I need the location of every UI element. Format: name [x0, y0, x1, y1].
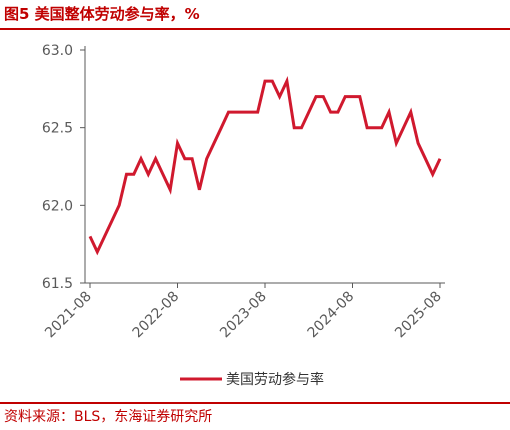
- footer-rule: [0, 402, 510, 404]
- x-tick-label: 2024-08: [305, 289, 358, 342]
- x-tick-label: 2022-08: [130, 289, 183, 342]
- title-rule: [0, 28, 510, 30]
- legend-label: 美国劳动参与率: [226, 371, 324, 388]
- y-tick-label: 62.5: [42, 121, 73, 137]
- x-tick-label: 2021-08: [42, 289, 95, 342]
- figure-title: 图5 美国整体劳动参与率，%: [4, 5, 200, 23]
- x-tick-label: 2023-08: [217, 289, 270, 342]
- y-tick-label: 63.0: [42, 43, 73, 59]
- series-line: [88, 76, 442, 256]
- x-tick-label: 2025-08: [392, 289, 445, 342]
- source-note: 资料来源：BLS，东海证券研究所: [4, 409, 213, 425]
- line-chart: 61.5 62.0 62.5 63.0 2021-08 2022-08 2023-08 202…: [42, 43, 445, 388]
- y-tick-label: 61.5: [42, 276, 73, 292]
- y-tick-label: 62.0: [42, 198, 73, 214]
